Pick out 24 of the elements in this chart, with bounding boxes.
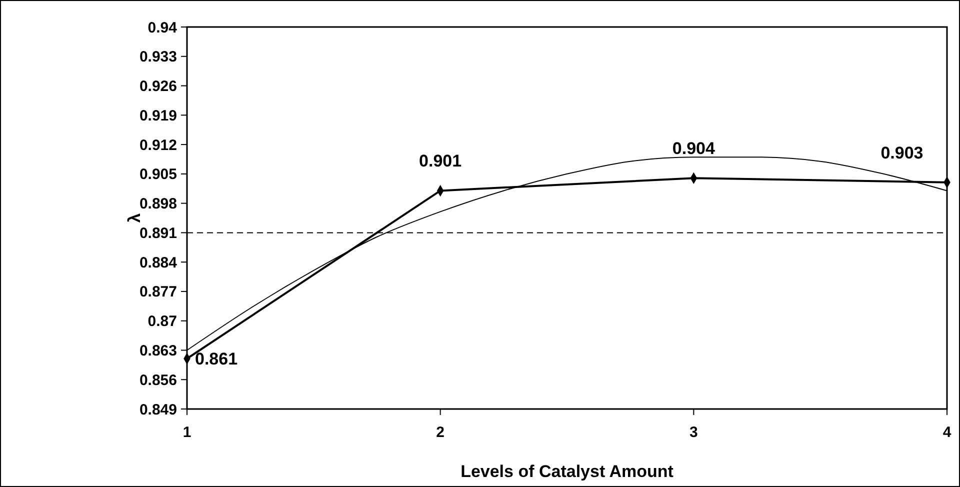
x-tick-label: 1	[182, 424, 192, 441]
y-tick-label: 0.849	[139, 401, 177, 418]
y-tick-label: 0.898	[139, 196, 177, 213]
data-label: 0.861	[195, 350, 238, 369]
y-tick-label: 0.912	[139, 136, 177, 154]
y-tick-label: 0.933	[139, 48, 177, 66]
y-tick-label: 0.905	[139, 166, 177, 184]
y-tick-label: 0.877	[139, 284, 177, 301]
x-tick-label: 3	[689, 424, 698, 441]
x-axis-title: Levels of Catalyst Amount	[460, 462, 674, 481]
y-tick-label: 0.863	[139, 342, 177, 360]
y-tick-label: 0.926	[139, 78, 177, 96]
y-tick-label: 0.919	[139, 107, 177, 124]
data-label: 0.903	[880, 143, 924, 162]
y-tick-label: 0.94	[148, 19, 178, 36]
x-tick-label: 2	[436, 424, 445, 441]
y-tick-label: 0.891	[139, 224, 177, 242]
y-axis-title: λ	[125, 212, 144, 223]
data-label: 0.901	[419, 152, 462, 171]
data-label: 0.904	[672, 139, 716, 158]
y-tick-label: 0.884	[139, 254, 178, 272]
y-tick-label: 0.856	[139, 372, 177, 389]
x-tick-label: 4	[942, 424, 952, 441]
y-tick-label: 0.87	[148, 313, 177, 330]
